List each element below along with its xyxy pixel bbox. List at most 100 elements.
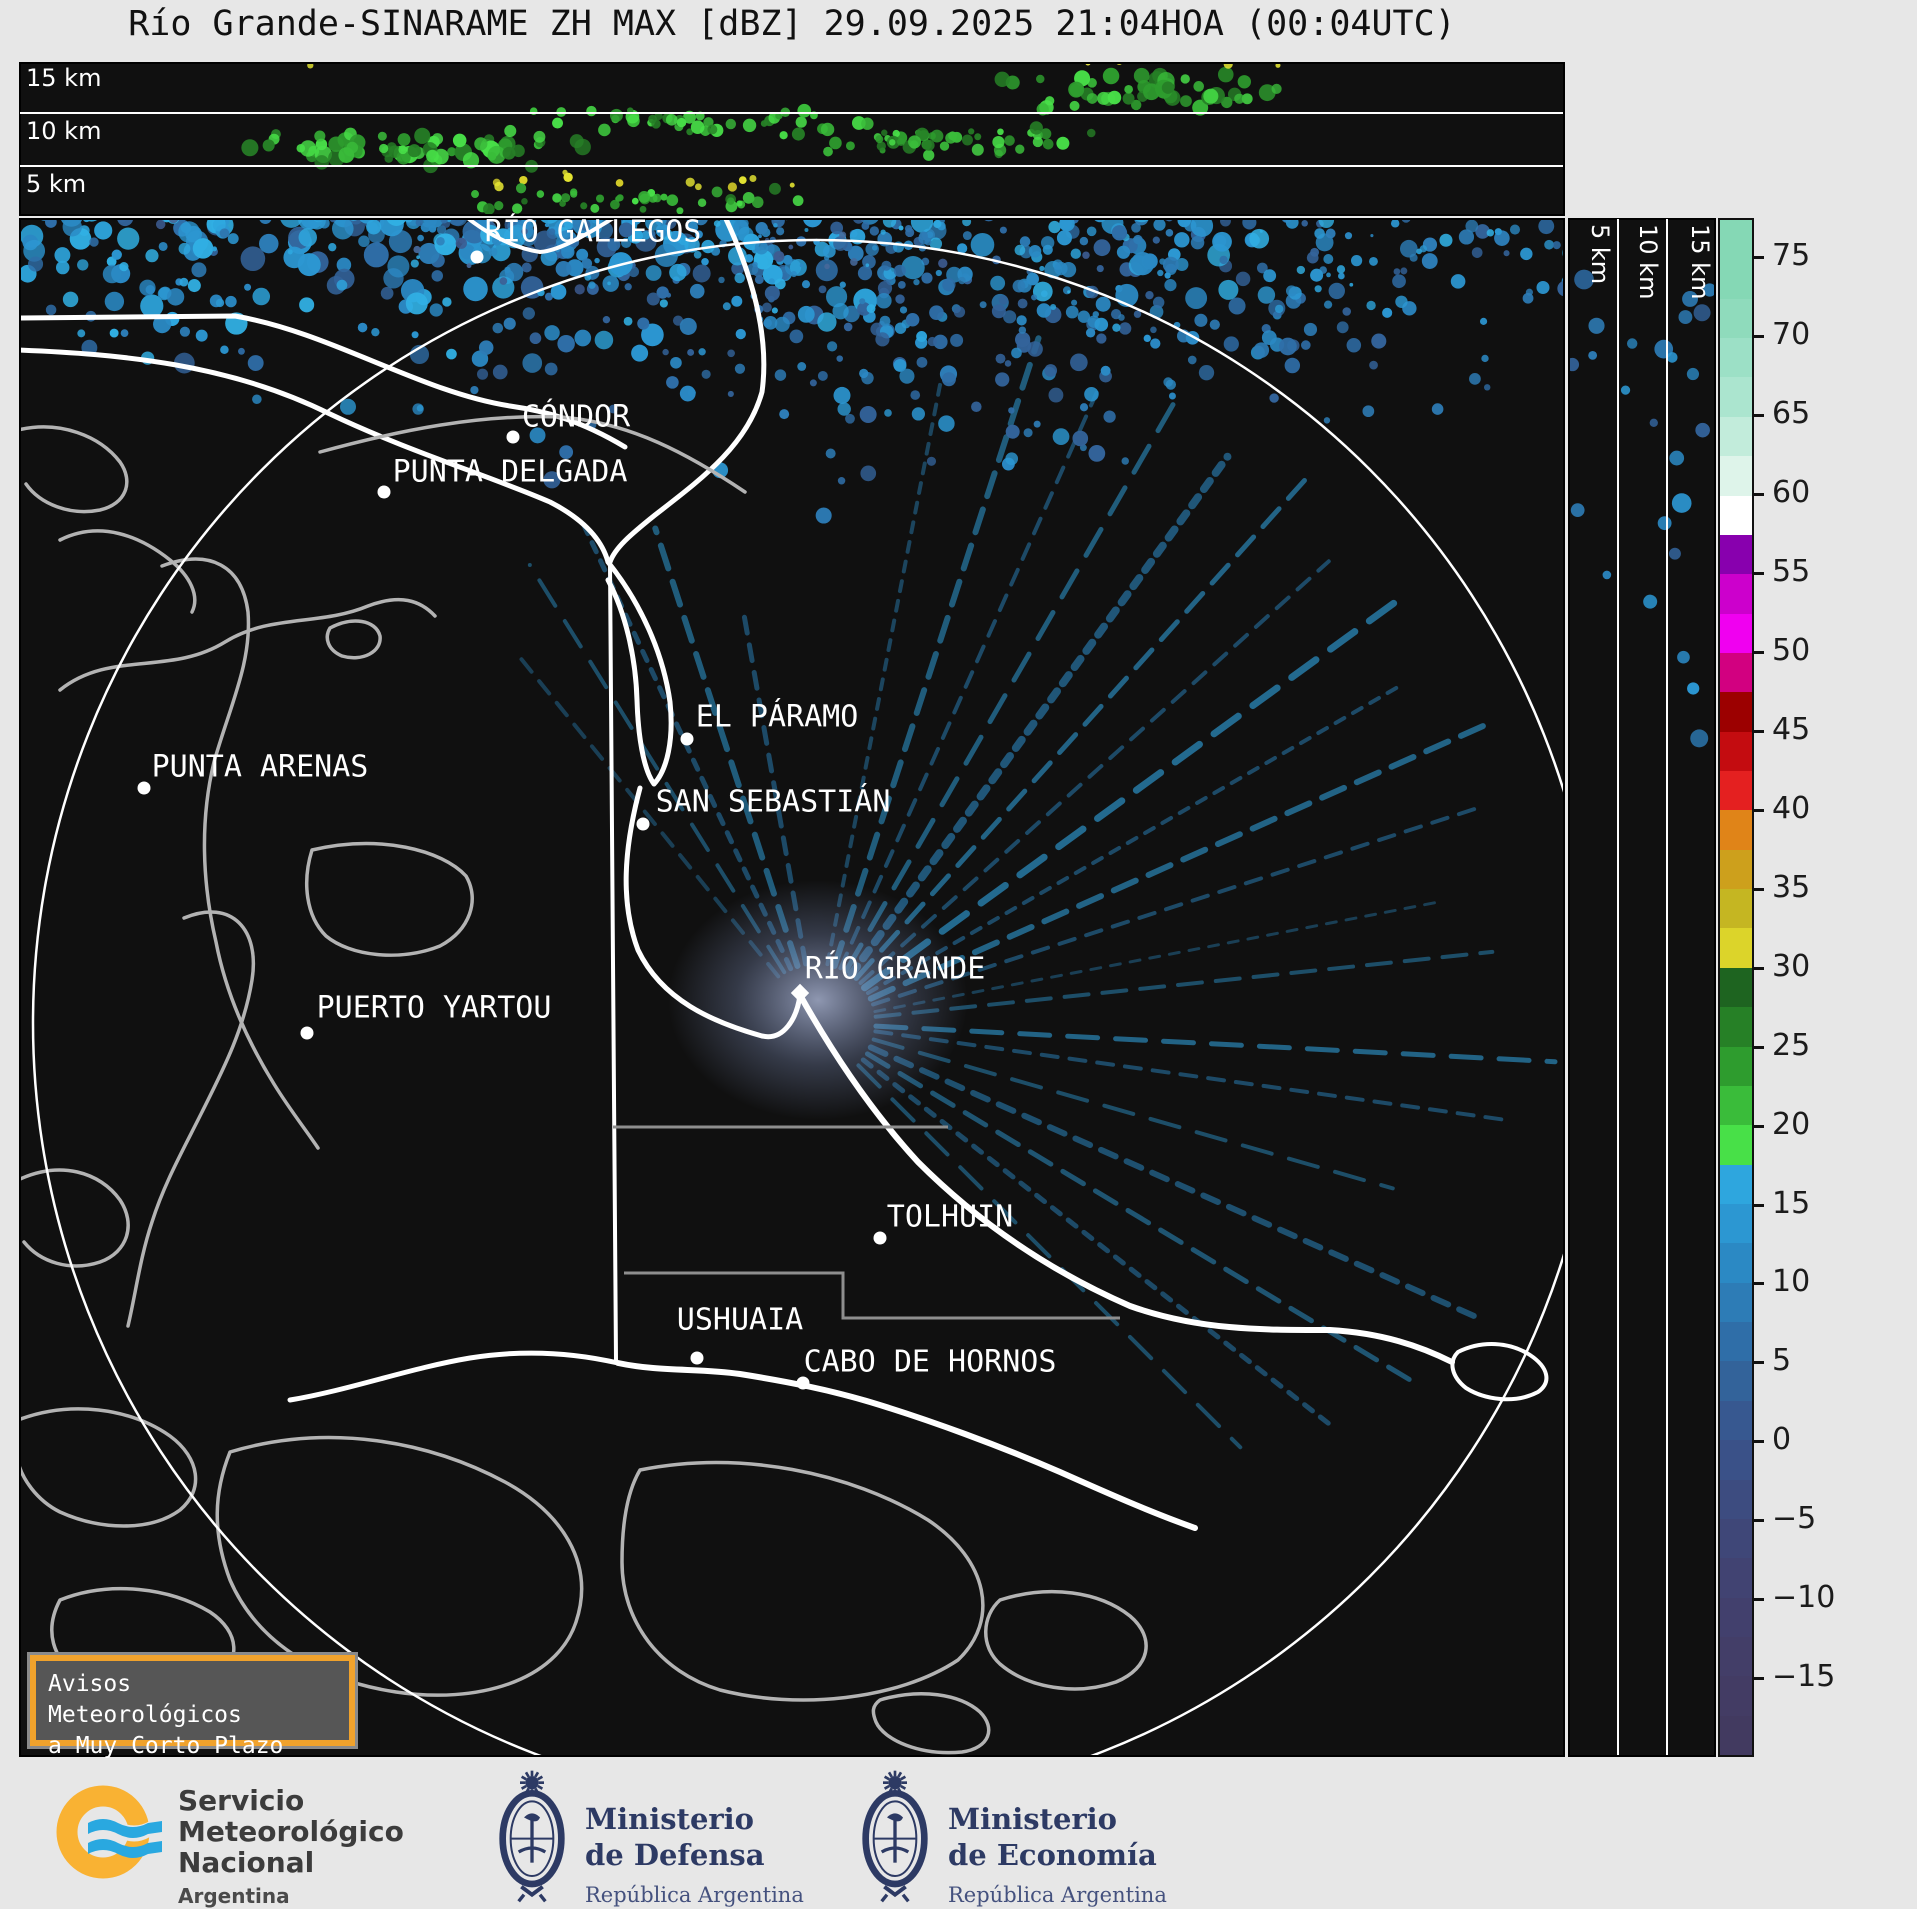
colorbar-tick-label: 5 xyxy=(1772,1343,1791,1378)
colorbar-segment xyxy=(1720,1440,1752,1479)
colorbar-segment xyxy=(1720,968,1752,1007)
colorbar-tick xyxy=(1754,1361,1764,1364)
colorbar-tick xyxy=(1754,493,1764,496)
colorbar-tick-label: 65 xyxy=(1772,396,1810,431)
colorbar-tick-label: 50 xyxy=(1772,633,1810,668)
colorbar-tick xyxy=(1754,1046,1764,1049)
colorbar-tick xyxy=(1754,1598,1764,1601)
colorbar-segment xyxy=(1720,1165,1752,1204)
colorbar-tick-label: 35 xyxy=(1772,870,1810,905)
colorbar-segment xyxy=(1720,1086,1752,1125)
colorbar-tick xyxy=(1754,1440,1764,1443)
altitude-gridline-v-5km xyxy=(1617,219,1619,1755)
reflectivity-colorbar xyxy=(1718,218,1754,1757)
colorbar-segment xyxy=(1720,299,1752,338)
top-strip-label-15km: 15 km xyxy=(26,64,101,92)
colorbar-segment xyxy=(1720,456,1752,495)
colorbar-tick xyxy=(1754,809,1764,812)
colorbar-tick xyxy=(1754,1125,1764,1128)
colorbar-segment xyxy=(1720,417,1752,456)
colorbar-segment xyxy=(1720,377,1752,416)
colorbar-segment xyxy=(1720,732,1752,771)
colorbar-tick-label: 10 xyxy=(1772,1264,1810,1299)
right-strip-label-5km: 5 km xyxy=(1586,224,1614,284)
page-title: Río Grande-SINARAME ZH MAX [dBZ] 29.09.2… xyxy=(19,4,1565,44)
colorbar-tick-label: 25 xyxy=(1772,1028,1810,1063)
colorbar-segment xyxy=(1720,1716,1752,1755)
colorbar-segment xyxy=(1720,496,1752,535)
defensa-logo-text: Ministerio de Defensa República Argentin… xyxy=(585,1801,804,1909)
colorbar-segment xyxy=(1720,535,1752,574)
colorbar-segment xyxy=(1720,1637,1752,1676)
colorbar-tick xyxy=(1754,256,1764,259)
warning-badge-text: Avisos Meteorológicos a Muy Corto Plazo xyxy=(30,1655,355,1746)
colorbar-tick-label: 60 xyxy=(1772,475,1810,510)
colorbar-tick xyxy=(1754,1519,1764,1522)
colorbar-segment xyxy=(1720,692,1752,731)
economia-coat-of-arms-icon xyxy=(855,1769,935,1903)
defensa-coat-of-arms-icon xyxy=(492,1769,572,1903)
altitude-gridline-5km xyxy=(20,165,1563,167)
colorbar-segment xyxy=(1720,771,1752,810)
colorbar-segment xyxy=(1720,1047,1752,1086)
colorbar-tick xyxy=(1754,1282,1764,1285)
colorbar-tick-label: 0 xyxy=(1772,1422,1791,1457)
colorbar-tick-label: −5 xyxy=(1772,1501,1816,1536)
colorbar-segment xyxy=(1720,614,1752,653)
colorbar-tick-label: 55 xyxy=(1772,554,1810,589)
colorbar-tick xyxy=(1754,888,1764,891)
colorbar-segment xyxy=(1720,850,1752,889)
footer: Servicio Meteorológico Nacional Argentin… xyxy=(0,1757,1917,1909)
colorbar-tick-label: 40 xyxy=(1772,791,1810,826)
colorbar-tick xyxy=(1754,414,1764,417)
colorbar-tick-label: −10 xyxy=(1772,1580,1835,1615)
colorbar-tick-label: −15 xyxy=(1772,1659,1835,1694)
top-strip-label-5km: 5 km xyxy=(26,170,86,198)
colorbar-segment xyxy=(1720,1204,1752,1243)
colorbar-segment xyxy=(1720,810,1752,849)
colorbar-tick-label: 15 xyxy=(1772,1186,1810,1221)
colorbar-segment xyxy=(1720,928,1752,967)
colorbar-segment xyxy=(1720,889,1752,928)
colorbar-segment xyxy=(1720,1519,1752,1558)
colorbar-segment xyxy=(1720,574,1752,613)
colorbar-segment xyxy=(1720,1361,1752,1400)
colorbar-segment xyxy=(1720,1007,1752,1046)
colorbar-segment xyxy=(1720,1480,1752,1519)
altitude-gridline-10km xyxy=(20,112,1563,114)
colorbar-tick xyxy=(1754,967,1764,970)
smn-logo-text: Servicio Meteorológico Nacional Argentin… xyxy=(178,1785,404,1909)
colorbar-tick xyxy=(1754,651,1764,654)
colorbar-segment xyxy=(1720,1283,1752,1322)
colorbar-tick xyxy=(1754,572,1764,575)
colorbar-tick-label: 45 xyxy=(1772,712,1810,747)
altitude-gridline-v-10km xyxy=(1666,219,1668,1755)
colorbar-segment xyxy=(1720,220,1752,259)
top-strip-label-10km: 10 km xyxy=(26,117,101,145)
colorbar-segment xyxy=(1720,1598,1752,1637)
colorbar-segment xyxy=(1720,1125,1752,1164)
colorbar-segment xyxy=(1720,1322,1752,1361)
colorbar-tick-label: 70 xyxy=(1772,317,1810,352)
smn-logo-icon xyxy=(56,1783,172,1881)
colorbar-tick-label: 20 xyxy=(1772,1107,1810,1142)
warning-badge[interactable]: Avisos Meteorológicos a Muy Corto Plazo xyxy=(27,1652,358,1749)
colorbar-tick-label: 75 xyxy=(1772,238,1810,273)
economia-logo-text: Ministerio de Economía República Argenti… xyxy=(948,1801,1167,1909)
colorbar-segment xyxy=(1720,259,1752,298)
colorbar-segment xyxy=(1720,338,1752,377)
colorbar-segment xyxy=(1720,653,1752,692)
right-strip-label-15km: 15 km xyxy=(1686,224,1714,299)
colorbar-tick xyxy=(1754,1204,1764,1207)
colorbar-segment xyxy=(1720,1676,1752,1715)
colorbar-segment xyxy=(1720,1558,1752,1597)
right-strip-label-10km: 10 km xyxy=(1634,224,1662,299)
colorbar-tick xyxy=(1754,730,1764,733)
colorbar-tick-label: 30 xyxy=(1772,949,1810,984)
colorbar-segment xyxy=(1720,1243,1752,1282)
colorbar-tick xyxy=(1754,1677,1764,1680)
colorbar-tick xyxy=(1754,335,1764,338)
colorbar-segment xyxy=(1720,1401,1752,1440)
